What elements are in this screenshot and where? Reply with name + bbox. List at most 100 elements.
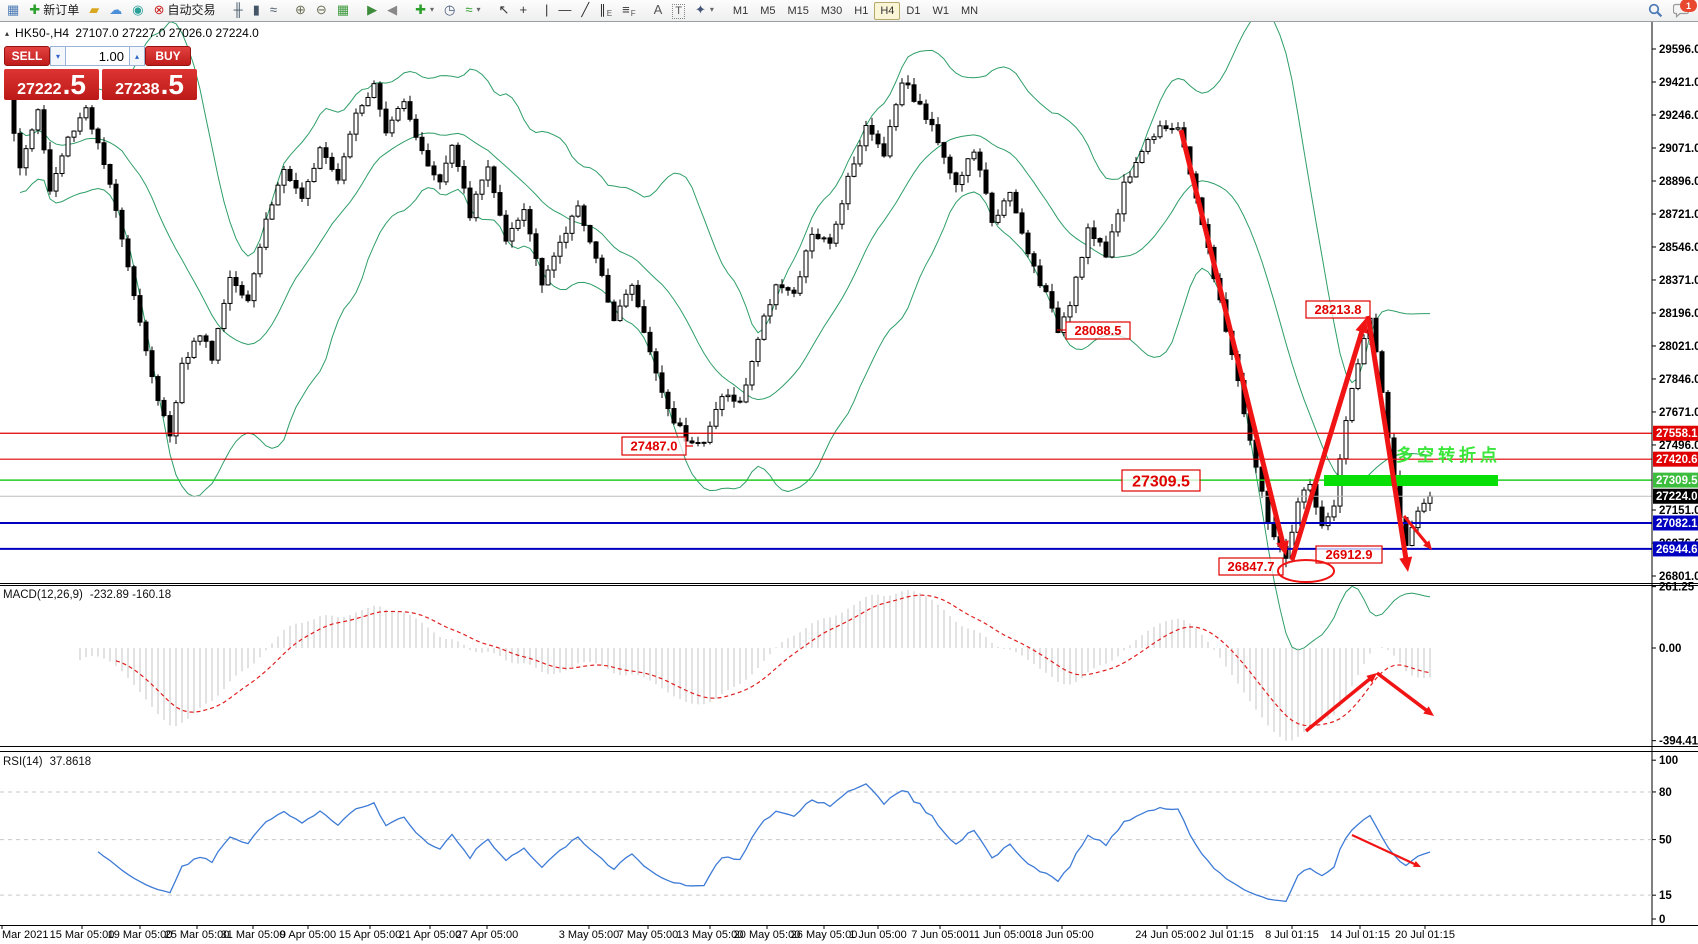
gold-bars-icon: ▰ [89,1,100,17]
vertical-line-tool-button[interactable]: | [540,0,553,20]
bar-chart-mode-button[interactable]: ╫ [228,0,247,20]
time-tick-label: 7 Jun 05:00 [911,929,969,941]
crosshair-tool-button[interactable]: + [514,0,532,20]
svg-text:26847.7: 26847.7 [1228,559,1275,574]
auto-scroll-button[interactable]: ▶ [362,0,382,20]
price-tick-label: 27151.0 [1659,505,1698,517]
rsi-indicator-label: RSI(14) 37.8618 [3,756,91,768]
rsi-line [97,783,1431,903]
caret-down-icon: ▾ [55,51,60,61]
timeframe-button-h1[interactable]: H1 [854,4,869,17]
trend-arrow-4[interactable] [1402,515,1432,550]
timeframe-button-w1[interactable]: W1 [932,4,949,17]
fibonacci-tool-button[interactable]: ≡ F [617,0,640,20]
cloud-icon: ☁ [109,1,123,17]
svg-text:27309.5: 27309.5 [1132,473,1190,490]
svg-text:261.25: 261.25 [1659,582,1695,594]
ask-price-button[interactable]: 27238.5 [102,69,197,100]
chat-notifications-icon[interactable]: 1 [1673,0,1697,18]
timeframe-button-m1[interactable]: M1 [732,4,749,17]
trend-arrow-1[interactable] [1178,129,1289,556]
period-clock-button[interactable]: ◷ [439,0,460,20]
price-callout-27487.0[interactable]: 27487.0 [621,436,693,456]
svg-text:15: 15 [1659,890,1672,902]
auto-trading-button[interactable]: ⊗ 自动交易 [149,0,221,20]
tile-windows-icon: ▦ [336,1,350,17]
zoom-in-button[interactable]: ⊕ [290,0,311,20]
caret-up-icon: ▴ [134,51,139,61]
price-badge-27558.1: 27558.1 [1653,425,1698,441]
new-chart-button[interactable]: ▦ [2,0,24,20]
volume-decrease-button[interactable]: ▾ [50,46,66,66]
signals-button[interactable]: ◉ [127,0,148,20]
new-order-menu-button[interactable]: ✚ ▾ [410,0,439,20]
time-tick-label: 15 Mar 05:00 [50,929,115,941]
broadcast-icon: ◉ [132,1,144,17]
price-callout-27309.5[interactable]: 27309.5 [1121,469,1201,492]
ask-price-pips: .5 [160,69,184,100]
trend-arrow-3[interactable] [1365,315,1413,572]
price-callout-26847.7[interactable]: 26847.7 [1218,557,1284,576]
time-tick-label: 19 Mar 05:00 [108,929,173,941]
text-label-tool-button[interactable]: T [667,1,690,21]
toolbar-right-group: 1 [1648,0,1698,18]
price-callout-28088.5[interactable]: 28088.5 [1057,321,1131,340]
trend-arrow-7[interactable] [1351,834,1421,867]
tile-windows-button[interactable]: ▦ [332,0,354,20]
text-tool-button[interactable]: A [649,0,668,20]
time-tick-label: 15 Apr 05:00 [339,929,401,941]
green-highlight-band[interactable] [1324,475,1498,486]
low-circle-annotation[interactable] [1277,559,1335,583]
price-callout-28213.8[interactable]: 28213.8 [1305,300,1371,319]
zoom-out-button[interactable]: ⊖ [311,0,332,20]
macd-name: MACD(12,26,9) [3,589,83,601]
horizontal-line-tool-button[interactable]: — [553,0,576,20]
trend-arrow-5[interactable] [1304,673,1377,733]
new-order-button[interactable]: ✚ 新订单 [24,0,84,20]
timeframe-button-mn[interactable]: MN [960,4,979,17]
timeframe-button-m5[interactable]: M5 [760,4,776,17]
search-icon[interactable] [1648,3,1663,18]
cursor-tool-button[interactable]: ↖ [494,0,515,20]
text-label-icon: T [672,3,685,19]
vertical-line-icon: | [545,1,549,17]
svg-text:0.00: 0.00 [1659,643,1681,655]
market-button[interactable]: ▰ [84,0,104,20]
price-tick-label: 29421.0 [1659,77,1698,89]
price-callout-26912.9[interactable]: 26912.9 [1315,545,1383,564]
chart-symbol-period: HK50-,H4 [15,26,70,40]
time-tick-label: 31 Mar 05:00 [221,929,286,941]
indicators-button[interactable]: ≈ ▾ [460,0,485,20]
macd-histogram [79,590,1431,741]
time-tick-label: 18 Jun 05:00 [1030,929,1094,941]
sell-button[interactable]: SELL [4,46,50,66]
trendline-tool-button[interactable]: ╱ [576,0,594,20]
timeframe-button-h4[interactable]: H4 [874,1,901,20]
price-tick-label: 28721.0 [1659,209,1698,221]
channel-tool-button[interactable]: ∥ E [594,0,617,20]
trend-arrow-6[interactable] [1375,671,1434,716]
time-tick-label: 13 May 05:00 [677,929,744,941]
timeframe-button-m15[interactable]: M15 [787,4,809,17]
price-tick-label: 29071.0 [1659,143,1698,155]
timeframe-button-d1[interactable]: D1 [906,4,921,17]
candlestick-mode-button[interactable]: ▮ [248,0,265,20]
community-button[interactable]: ☁ [104,0,127,20]
trend-arrow-2[interactable] [1289,318,1368,561]
volume-input[interactable] [66,46,129,66]
chart-shift-button[interactable]: ◀ [382,0,402,20]
line-chart-mode-button[interactable]: ≈ [265,0,282,20]
shapes-tool-button[interactable]: ✦ ▾ [690,0,719,20]
price-tick-label: 26801.0 [1659,571,1698,583]
volume-increase-button[interactable]: ▴ [129,46,145,66]
bollinger-lower-band [19,178,1431,651]
price-badge-27309.5: 27309.5 [1653,472,1698,488]
buy-button[interactable]: BUY [145,46,191,66]
time-tick-label: 25 Mar 05:00 [165,929,230,941]
turning-point-annotation[interactable]: 多空转折点 [1396,445,1501,465]
price-tick-label: 28196.0 [1659,308,1698,320]
bid-price-button[interactable]: 27222.5 [4,69,99,100]
timeframe-button-m30[interactable]: M30 [820,4,843,17]
